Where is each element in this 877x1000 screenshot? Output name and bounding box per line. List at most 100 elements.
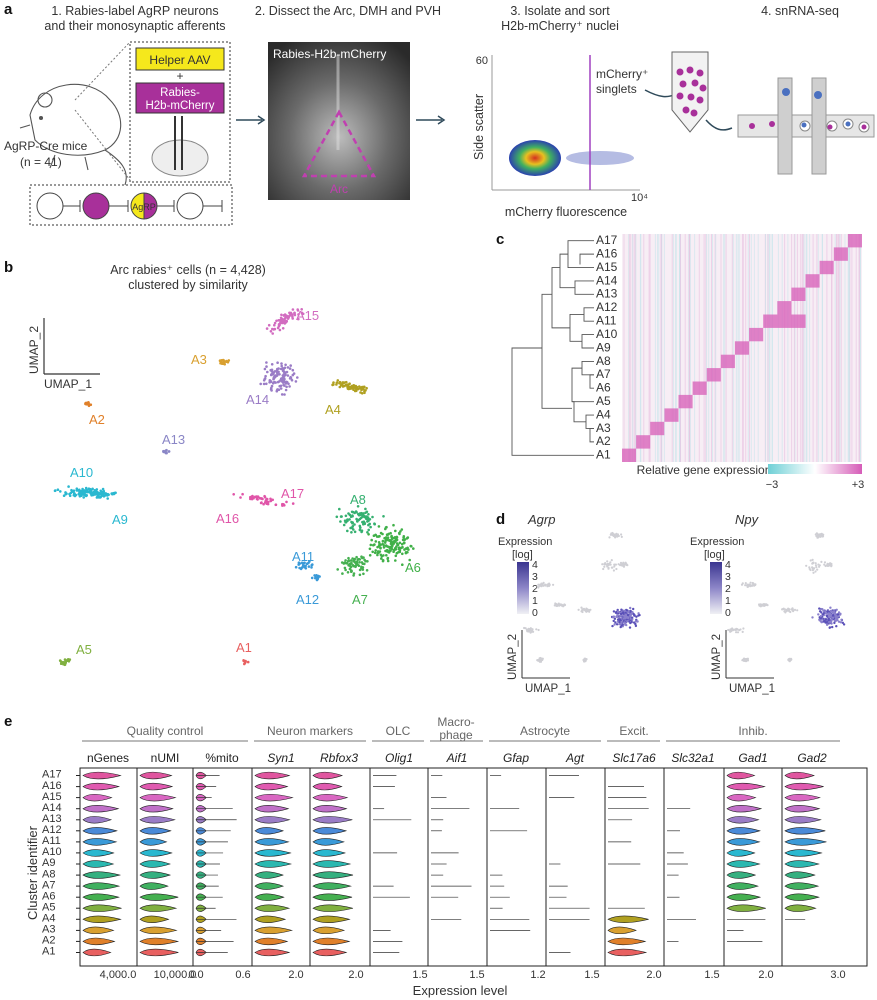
cluster-a10 [53,485,117,500]
cluster-a7 [336,555,369,577]
violin-axis-tick: 1.2 [530,969,545,981]
violin-row-label: A16 [42,780,62,792]
violin-row-label: A13 [42,813,62,825]
cluster-label-a9: A9 [112,512,128,527]
cluster-label-a6: A6 [405,560,421,575]
legend1-bar [517,562,529,614]
expr-legend-tick: 4 [532,559,538,571]
violin-column-header: nUMI [151,751,180,765]
heatmap-row-label: A4 [596,407,611,421]
gene2-title: Npy [735,512,760,527]
heatmap-row-label: A11 [596,314,617,328]
facs-y-max: 60 [476,55,488,67]
violin-axis-tick: 2.0 [758,969,773,981]
violin-axis-tick: 10,000.0 [154,969,197,981]
violin-column-header: Slc32a1 [671,751,714,765]
mouse-illustration [19,83,127,186]
brain-section-icon [151,116,209,177]
dendrogram [511,240,594,456]
violin-axis-tick: 1.5 [469,969,484,981]
expr-legend-tick: 3 [532,571,538,583]
cluster-a11 [294,560,314,571]
mice-label-line1: AgRP-Cre mice [4,139,88,153]
cluster-a12 [310,574,321,582]
violin-x-label: Expression level [413,983,508,998]
gate-label-line2: singlets [596,82,637,96]
sorted-nuclei-tube [671,51,709,133]
cluster-a2 [84,401,93,408]
expr-legend-tick: 1 [725,595,731,607]
cluster-a3 [218,358,231,366]
cluster-a5 [58,658,72,667]
heatmap [622,234,862,462]
panel-letter-b: b [4,259,13,276]
heatmap-legend-label: Relative gene expression [637,463,772,477]
heatmap-row-label: A1 [596,448,611,462]
violin-column-header: Olig1 [385,751,413,765]
gene1-title: Agrp [527,512,555,527]
violin-group-label: Macro- [437,715,474,729]
droplet-chip [737,77,875,175]
umap-title-line1: Arc rabies⁺ cells (n = 4,428) [110,263,266,277]
legend1-title-line2: [log] [512,549,533,561]
violin-column-header: Aif1 [446,751,468,765]
cluster-a1 [242,659,250,666]
facs-x-label: mCherry fluorescence [505,205,627,219]
agrp-feature-plot [523,531,641,663]
violin-row-label: A5 [42,901,55,913]
violin-group-label: Inhib. [738,724,767,738]
expr-legend-tick: 0 [532,607,538,619]
violin-axis-tick: 2.0 [646,969,661,981]
violin-axis-tick: 2.0 [288,969,303,981]
violin-row-label: A10 [42,846,62,858]
violin-group-label: Quality control [127,724,204,738]
cluster-label-a13: A13 [162,432,185,447]
panel-letter-a: a [4,1,13,18]
legend2-title-line1: Expression [690,536,744,548]
panel-letter-e: e [4,713,12,730]
step3-title-line2: H2b-mCherry⁺ nuclei [501,19,619,33]
step3-title-line1: 3. Isolate and sort [510,4,610,18]
violin-group-label: phage [439,728,473,742]
cluster-label-a14: A14 [246,392,269,407]
heatmap-row-label: A3 [596,421,611,435]
npy-feature-plot [727,532,846,663]
violin-axis-tick: 4,000.0 [100,969,137,981]
umap-x-label: UMAP_1 [44,377,92,391]
cluster-a14 [259,361,299,396]
expr-legend-tick: 4 [725,559,731,571]
panel-letter-d: d [496,511,505,528]
expr-legend-tick: 0 [725,607,731,619]
violin-row-label: A7 [42,879,55,891]
agrp-neuron-label: AgRP [132,202,156,212]
panel-letter-c: c [496,231,504,248]
cluster-label-a2: A2 [89,412,105,427]
zoom-line-bottom [74,109,131,181]
violin-axis-tick: 1.5 [412,969,427,981]
cluster-a4 [331,379,368,395]
expr-legend-tick: 1 [532,595,538,607]
legend2-bar [710,562,722,614]
heatmap-row-label: A17 [596,233,618,247]
heatmap-legend-min: −3 [766,479,779,491]
zoom-line-top [74,41,131,101]
umap-title-line2: clustered by similarity [128,278,248,292]
step4-title: 4. snRNA-seq [761,4,839,18]
violin-row-label: A14 [42,802,62,814]
violin-group-label: Neuron markers [267,724,353,738]
violin-group-label: Excit. [619,724,648,738]
cluster-label-a12: A12 [296,592,319,607]
expr-legend-tick: 2 [725,583,731,595]
d1-x-label: UMAP_1 [525,683,571,695]
violin-axis-tick: 0.6 [235,969,250,981]
gate-label-line1: mCherry⁺ [596,67,648,81]
violin-group-label: Astrocyte [520,724,570,738]
cluster-a15 [265,308,305,335]
heatmap-row-label: A7 [596,367,611,381]
expr-legend-tick: 2 [532,583,538,595]
violin-column-header: Agt [565,751,585,765]
violin-group-label: OLC [386,724,411,738]
helper-aav-label: Helper AAV [149,53,210,67]
cluster-label-a8: A8 [350,492,366,507]
